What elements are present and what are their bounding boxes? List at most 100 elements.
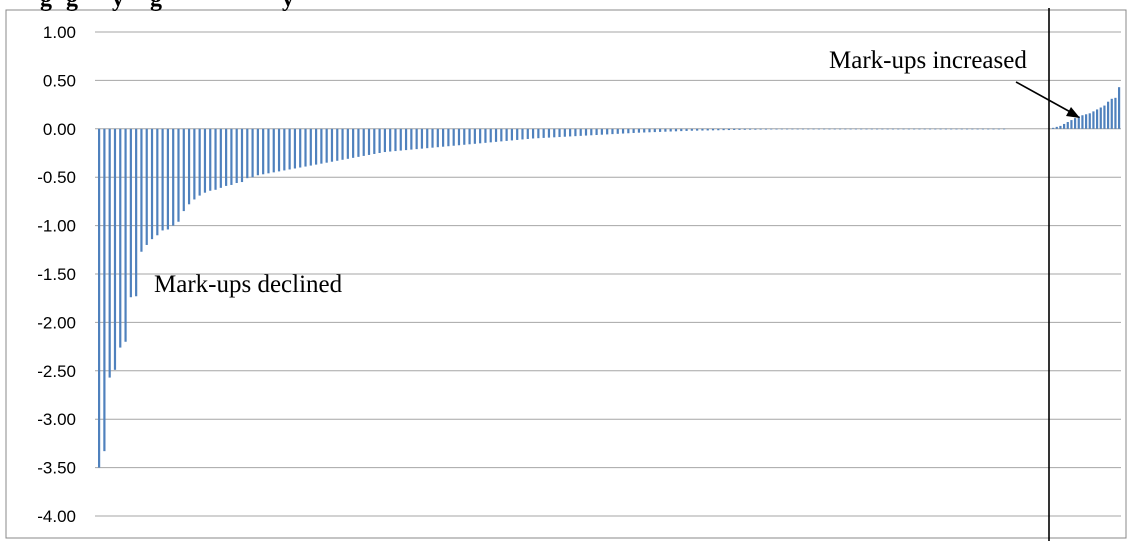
bar [611,128,614,135]
bar [865,128,868,130]
bar [1070,120,1073,129]
bar [442,128,445,147]
bar [399,128,402,151]
bar [648,128,651,133]
bar [849,128,852,130]
bar [621,128,625,134]
bar [309,128,312,166]
bar [547,128,551,138]
bar [955,128,958,130]
title-fragment-5: y [282,0,294,12]
bar [875,128,879,130]
bar [436,128,439,148]
bar [457,128,461,146]
bar [479,128,482,144]
bar [463,128,466,145]
bar [251,128,254,178]
bar [590,128,593,136]
bar [706,128,709,131]
bar [971,128,974,130]
bar [494,128,498,142]
bar [1114,97,1117,129]
bar [219,128,222,188]
bar [833,128,836,130]
bar [997,128,1000,130]
bar [944,128,947,130]
bar [404,128,408,151]
bar [780,128,783,130]
bar [346,128,349,159]
bar [203,128,207,193]
bar [537,128,540,139]
bar [817,128,820,130]
bar [1063,123,1066,129]
bar [759,128,762,130]
bar [854,128,858,130]
bar [140,128,143,252]
bar [336,128,339,161]
bar [230,128,233,185]
bar [1107,101,1110,129]
bar [352,128,355,158]
bar [1088,113,1091,129]
bar [468,128,471,145]
bar [135,128,138,297]
bar [172,128,175,226]
bar [918,128,921,130]
bar [156,128,159,236]
title-fragment-2: g [66,0,78,12]
bar [770,128,773,130]
y-tick-label: 0.50 [43,71,76,90]
bar [616,128,619,134]
bar [103,128,106,452]
bar [838,128,842,130]
bar [531,128,535,139]
bar [1118,87,1121,129]
bar [680,128,683,132]
bar [653,128,656,133]
bar [246,128,249,179]
annotation-declined: Mark-ups declined [154,271,343,298]
bar [489,128,492,143]
annotation-arrow [1015,81,1075,115]
bar [320,128,323,164]
bar [934,128,937,130]
bar [823,128,826,130]
bar [161,128,164,231]
bar [193,128,196,200]
bar [256,128,259,176]
bar [902,128,905,130]
title-fragment-4: g [150,0,162,12]
bar [272,128,275,173]
bar [1003,128,1006,130]
bar [791,128,794,130]
bar [696,128,699,131]
bar [711,128,715,131]
bar [1055,126,1058,129]
bar [913,128,916,130]
bar [727,128,730,131]
bar [447,128,450,147]
bar [378,128,381,153]
bar [383,128,386,153]
y-tick-label: -2.50 [37,362,76,381]
bar [801,128,805,130]
bar [637,128,641,133]
bar [288,128,291,170]
bar [277,128,281,172]
bar [187,128,191,205]
bar [484,128,487,143]
bar [828,128,831,130]
bar [341,128,344,160]
bar [807,128,810,130]
bar [764,128,768,130]
bar [119,128,122,348]
bar [870,128,873,130]
bar [1103,105,1106,129]
bar [579,128,582,136]
bar [743,128,746,130]
bar [987,128,990,130]
bar [886,128,889,130]
bar [367,128,371,155]
